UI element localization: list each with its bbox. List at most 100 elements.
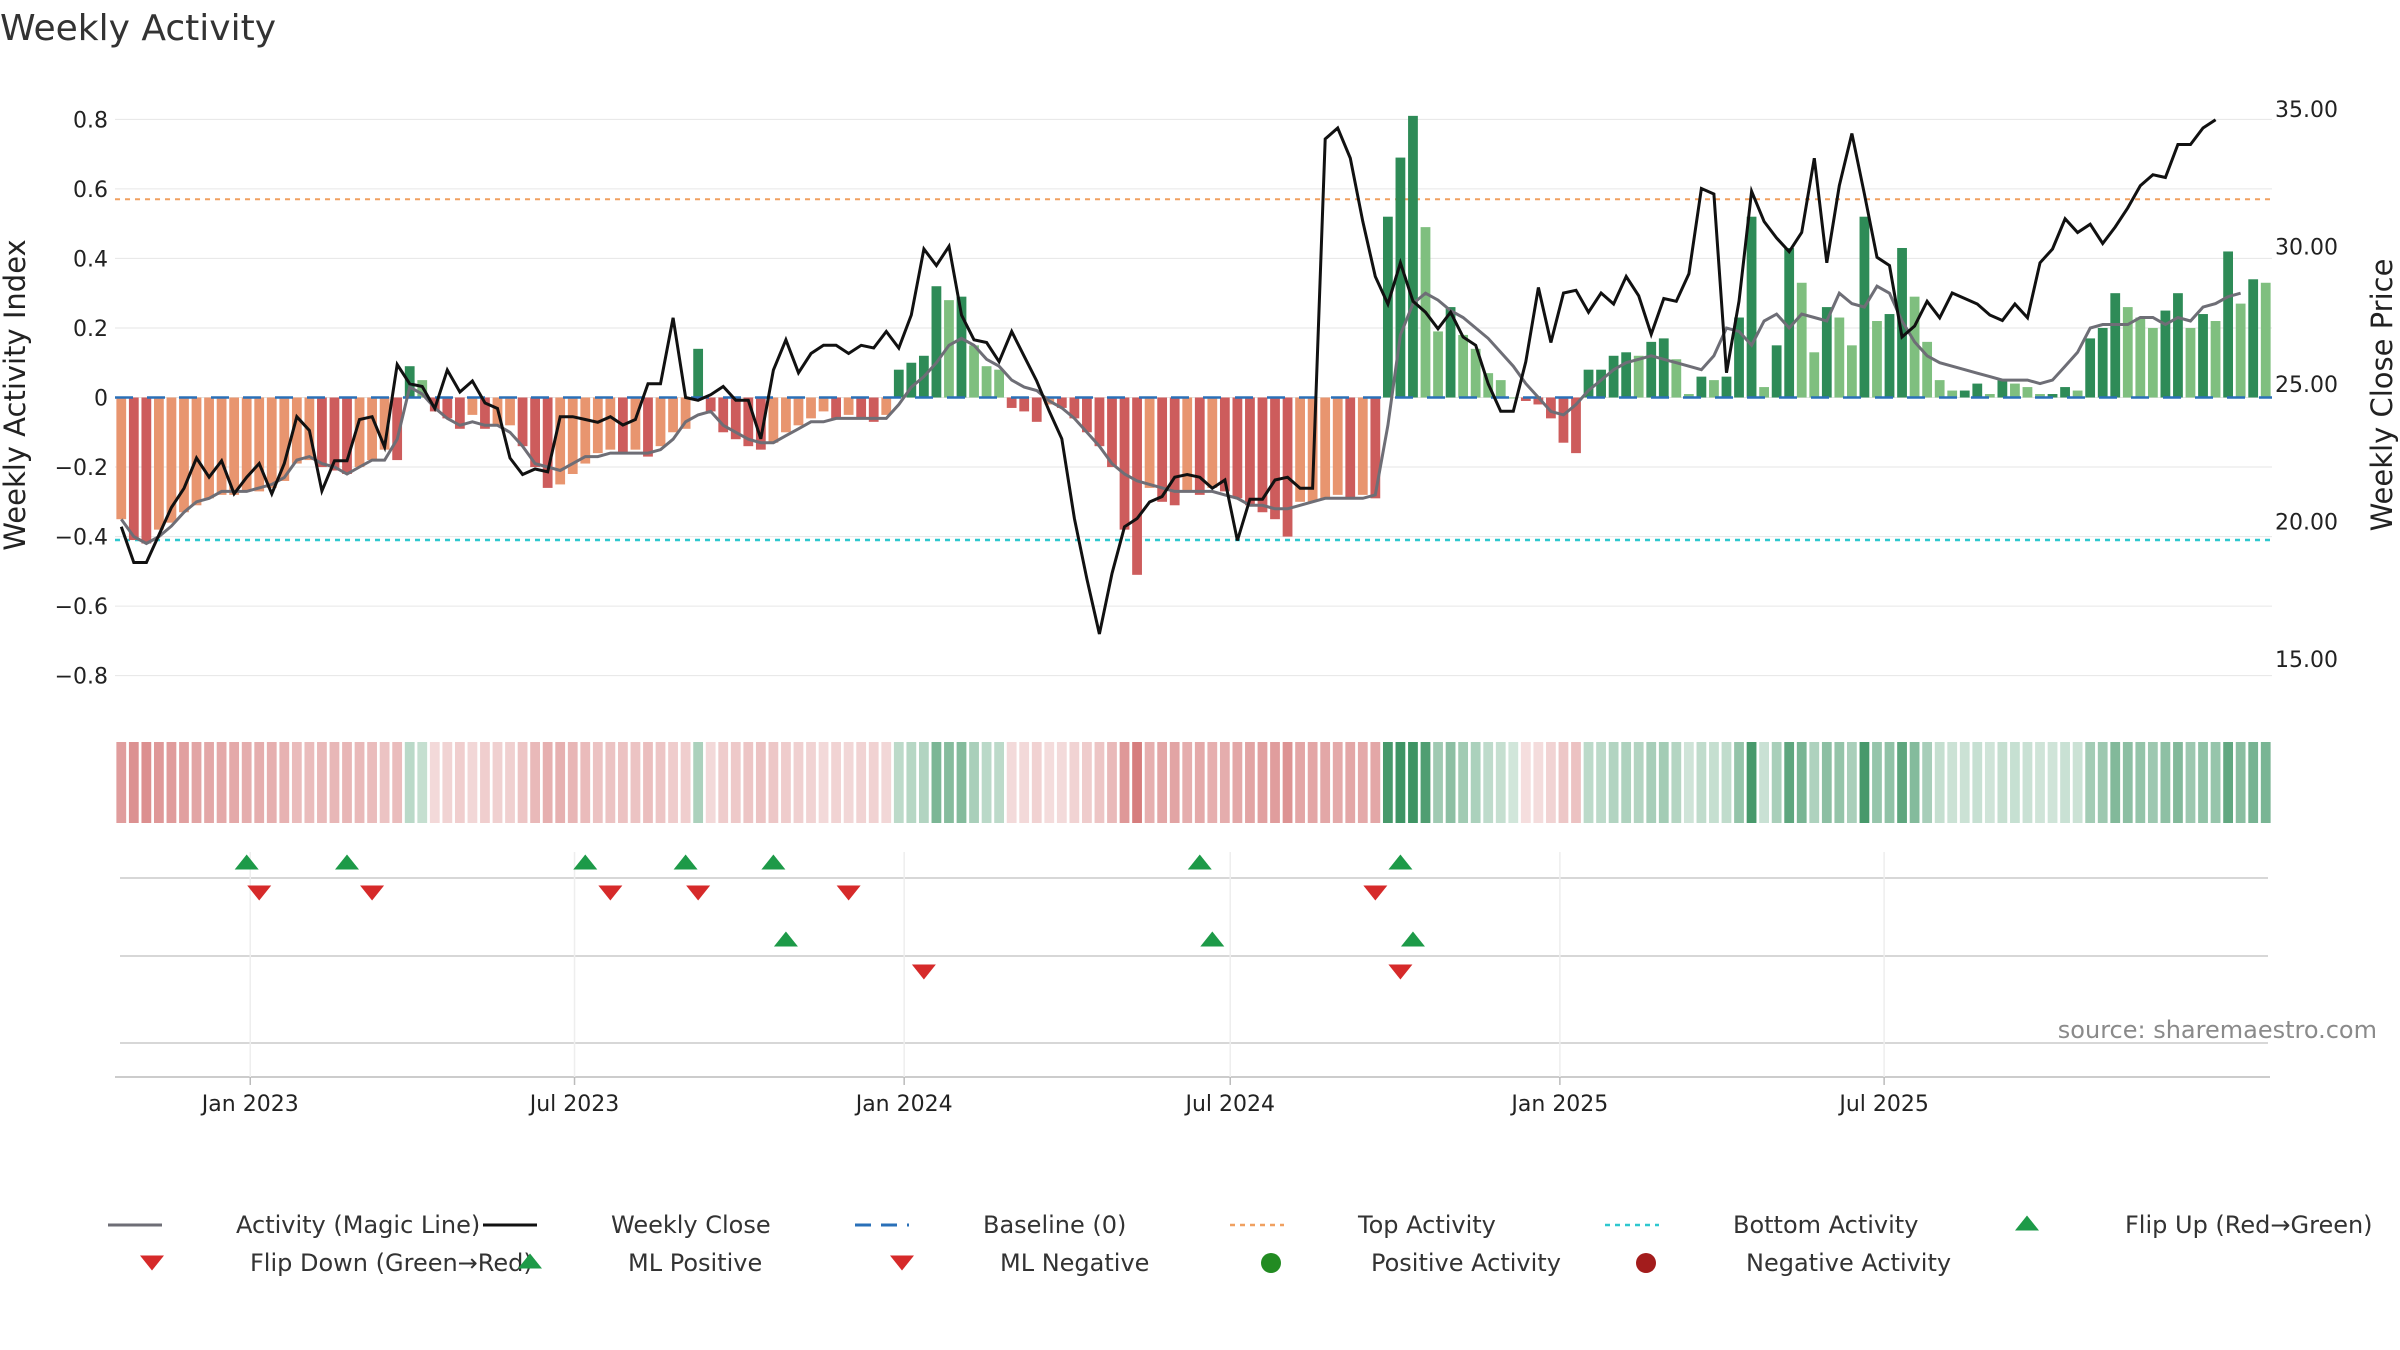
strip-cell — [404, 742, 415, 823]
strip-cell — [1922, 742, 1933, 823]
activity-bar — [2173, 293, 2183, 398]
strip-cell — [1633, 742, 1644, 823]
activity-bar — [1107, 397, 1117, 468]
legend-swatch-up-triangle — [518, 1253, 542, 1269]
y-tick-label: −0.4 — [55, 526, 108, 551]
strip-cell — [492, 742, 503, 823]
strip-cell — [592, 742, 603, 823]
activity-bar — [1571, 397, 1581, 454]
strip-cell — [166, 742, 177, 823]
strip-cell — [1872, 742, 1882, 823]
y-tick-label: −0.8 — [55, 665, 108, 690]
strip-cell — [1972, 742, 1983, 823]
strip-cell — [304, 742, 315, 823]
strip-cell — [116, 742, 127, 823]
strip-cell — [467, 742, 478, 823]
activity-bar — [241, 397, 252, 492]
flip-down-marker — [360, 885, 385, 901]
strip-cell — [1533, 742, 1544, 823]
strip-cell — [718, 742, 729, 823]
strip-cell — [1169, 742, 1180, 823]
legend-label: Flip Up (Red→Green) — [2125, 1211, 2373, 1239]
strip-cell — [1771, 742, 1782, 823]
activity-bar — [1633, 355, 1644, 398]
activity-bar — [2072, 390, 2083, 398]
strip-cell — [1984, 742, 1995, 823]
strip-cell — [1696, 742, 1707, 823]
activity-bar — [1546, 397, 1556, 419]
activity-bar — [1696, 376, 1707, 398]
activity-bar — [1872, 321, 1882, 398]
activity-heat-strip — [116, 742, 2271, 823]
activity-bar — [818, 397, 829, 412]
legend-swatch-down-triangle — [890, 1255, 914, 1271]
flip-down-marker — [686, 885, 711, 901]
strip-cell — [216, 742, 227, 823]
activity-bar — [1295, 397, 1305, 502]
activity-bar — [1721, 376, 1732, 398]
activity-bar — [605, 397, 616, 450]
strip-cell — [1796, 742, 1807, 823]
activity-bar — [1646, 341, 1657, 398]
strip-cell — [1132, 742, 1142, 823]
activity-bar — [743, 397, 754, 447]
activity-bar — [931, 286, 942, 398]
strip-cell — [1056, 742, 1067, 823]
strip-cell — [1370, 742, 1381, 823]
strip-cell — [831, 742, 841, 823]
activity-bar — [1019, 397, 1030, 412]
strip-cell — [768, 742, 779, 823]
strip-cell — [1395, 742, 1406, 823]
activity-bar — [1082, 397, 1092, 433]
flip-down-marker — [247, 885, 272, 901]
magic-line — [120, 284, 2242, 546]
strip-cell — [956, 742, 967, 823]
activity-bar — [981, 366, 992, 398]
legend-label: ML Positive — [628, 1249, 762, 1277]
activity-bar — [1144, 397, 1155, 488]
activity-bar — [467, 397, 478, 415]
strip-cell — [1997, 742, 2008, 823]
strip-cell — [1157, 742, 1168, 823]
legend-item: ML Negative — [890, 1249, 1149, 1277]
activity-bar — [1332, 397, 1343, 495]
activity-bar — [2248, 279, 2259, 398]
activity-bar — [2010, 383, 2020, 398]
strip-cell — [530, 742, 541, 823]
strip-cell — [580, 742, 591, 823]
activity-bar — [1583, 369, 1594, 398]
activity-bar — [254, 397, 265, 492]
activity-bar — [630, 397, 641, 450]
strip-cell — [1332, 742, 1343, 823]
x-tick-label: Jan 2024 — [854, 1092, 953, 1117]
strip-cell — [1884, 742, 1895, 823]
y-tick-label: 0.6 — [73, 178, 108, 203]
activity-bar — [1796, 282, 1807, 398]
legend-item: Flip Up (Red→Green) — [2015, 1211, 2373, 1239]
activity-bar — [1658, 338, 1669, 398]
strip-cell — [1257, 742, 1268, 823]
activity-bar — [1621, 352, 1632, 398]
strip-cell — [1408, 742, 1418, 823]
strip-cell — [643, 742, 653, 823]
x-tick-label: Jan 2023 — [200, 1092, 299, 1117]
activity-bar — [1458, 334, 1469, 398]
x-tick-label: Jul 2023 — [528, 1092, 620, 1117]
y2-tick-label: 30.00 — [2275, 235, 2338, 260]
y-tick-label: 0.8 — [73, 108, 108, 133]
legend-swatch-circle — [1636, 1253, 1656, 1273]
strip-cell — [392, 742, 403, 823]
flip-up-marker — [1187, 854, 1212, 870]
activity-bar — [442, 397, 453, 419]
strip-cell — [429, 742, 440, 823]
flip-up-marker — [673, 854, 698, 870]
strip-cell — [1646, 742, 1657, 823]
strip-cell — [1107, 742, 1117, 823]
strip-cell — [1859, 742, 1870, 823]
strip-cell — [204, 742, 214, 823]
activity-bars — [116, 115, 2271, 575]
strip-cell — [1959, 742, 1970, 823]
strip-cell — [2173, 742, 2183, 823]
legend-item: Bottom Activity — [1605, 1211, 1918, 1239]
strip-cell — [342, 742, 352, 823]
